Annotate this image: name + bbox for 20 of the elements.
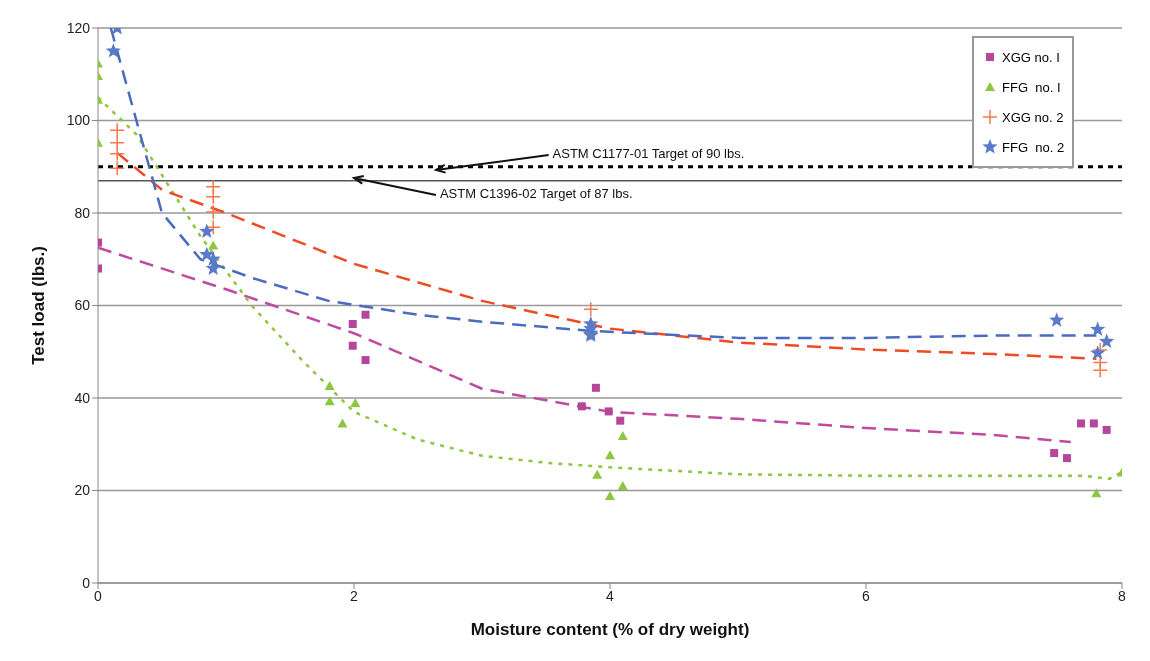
x-tick-label: 4 <box>606 587 615 604</box>
y-tick-label: 120 <box>66 19 91 36</box>
y-tick-label: 20 <box>74 482 91 499</box>
x-axis-title: Moisture content (% of dry weight) <box>470 620 750 639</box>
y-tick-label: 40 <box>74 389 91 406</box>
y-tick-label: 80 <box>74 204 91 221</box>
legend-label: XGG no. I <box>1002 49 1060 65</box>
x-tick-label: 0 <box>94 587 103 604</box>
y-tick-label: 60 <box>74 297 91 314</box>
y-tick-label: 0 <box>82 574 91 591</box>
legend-label: FFG no. 2 <box>1002 139 1065 155</box>
ref-line-label: ASTM C1177-01 Target of 90 lbs. <box>552 145 745 161</box>
legend-label: FFG no. I <box>1002 79 1061 95</box>
x-tick-label: 8 <box>1118 587 1127 604</box>
y-tick-label: 100 <box>66 112 91 129</box>
ref-line-label: ASTM C1396-02 Target of 87 lbs. <box>439 185 633 201</box>
y-axis-title: Test load (lbs.) <box>29 246 49 365</box>
legend-label: XGG no. 2 <box>1002 109 1064 125</box>
x-tick-label: 2 <box>350 587 359 604</box>
x-tick-label: 6 <box>862 587 871 604</box>
